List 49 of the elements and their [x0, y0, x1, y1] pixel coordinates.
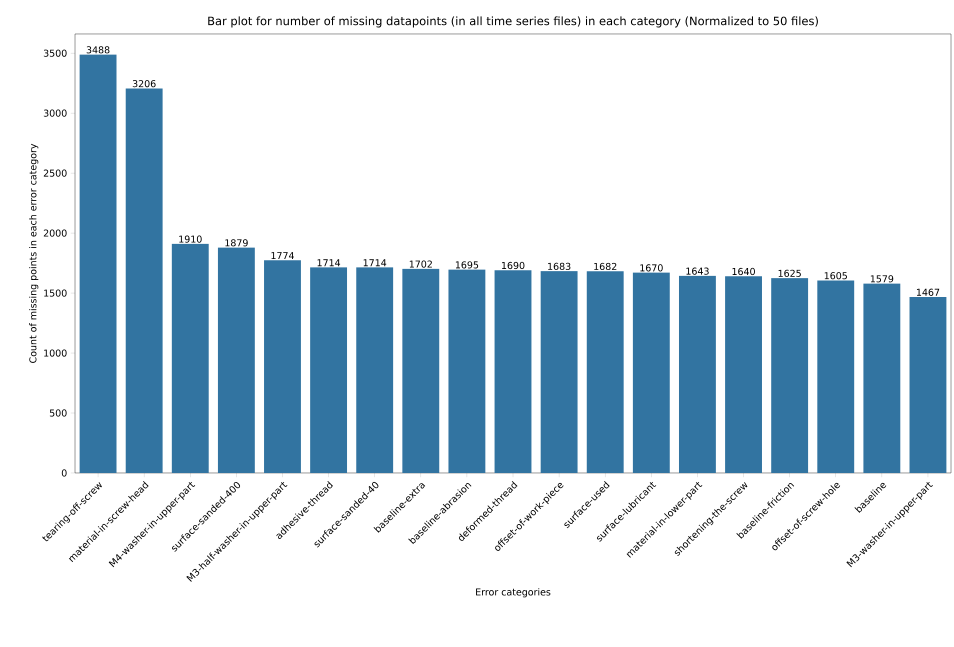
data-label: 1467 — [916, 288, 940, 296]
bar — [126, 88, 163, 473]
data-label: 1682 — [594, 262, 616, 270]
y-axis-title: Count of missing points in each error category — [29, 144, 38, 363]
bar — [80, 54, 117, 473]
bar — [218, 248, 255, 473]
bar — [448, 270, 486, 473]
data-label: 1670 — [640, 264, 663, 272]
bar — [678, 276, 716, 473]
data-label: 1910 — [179, 236, 202, 243]
data-label: 1643 — [686, 268, 709, 275]
bar — [494, 270, 532, 473]
bar — [264, 260, 301, 473]
bar — [817, 280, 854, 473]
y-tick-label: 500 — [50, 409, 67, 417]
data-label: 1690 — [502, 262, 524, 270]
bar — [586, 271, 624, 473]
data-label: 1714 — [364, 259, 386, 266]
data-label: 1640 — [732, 268, 755, 276]
y-tick-label: 0 — [62, 469, 67, 477]
data-label: 1879 — [225, 239, 248, 246]
data-label: 1625 — [778, 270, 801, 277]
x-axis-title: Error categories — [476, 588, 550, 598]
y-tick-label: 2000 — [44, 230, 67, 237]
data-label: 1683 — [548, 262, 570, 270]
data-label: 1702 — [410, 260, 432, 268]
bar — [863, 284, 900, 473]
chart-title: Bar plot for number of missing datapoints (in all time series files) in each category (Normalized to 50 files) — [208, 16, 818, 28]
data-label: 1579 — [870, 275, 894, 282]
bar — [725, 276, 762, 473]
data-label: 1605 — [824, 272, 847, 280]
bar — [356, 267, 394, 473]
y-tick-label: 1500 — [44, 289, 67, 297]
y-tick-label: 1000 — [44, 349, 67, 357]
data-label: 1695 — [456, 261, 478, 268]
bar — [402, 268, 440, 473]
y-tick-label: 3000 — [44, 110, 67, 117]
data-label: 1774 — [271, 252, 294, 259]
data-label: 3488 — [86, 46, 110, 54]
y-tick-label: 2500 — [44, 170, 67, 177]
data-label: 3206 — [132, 80, 156, 88]
bar — [310, 267, 348, 473]
bar — [172, 244, 209, 473]
bar — [771, 278, 808, 473]
bar — [540, 271, 578, 473]
bar — [632, 272, 670, 473]
data-label: 1714 — [318, 259, 340, 266]
y-tick-label: 3500 — [44, 50, 67, 57]
bar — [910, 297, 946, 473]
